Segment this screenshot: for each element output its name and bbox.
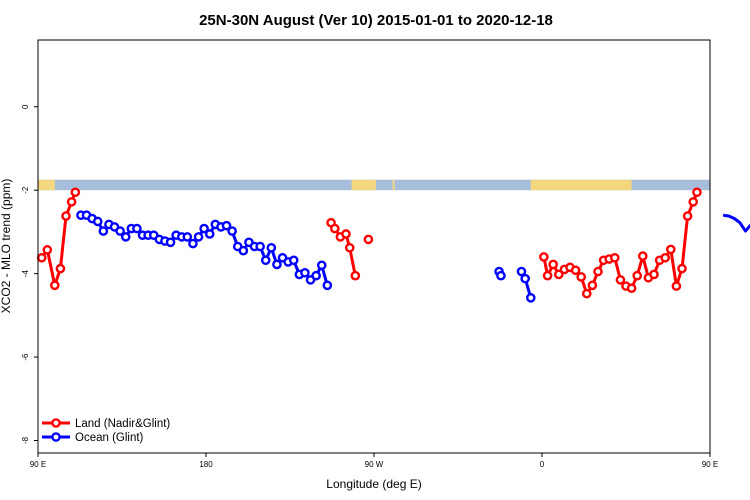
data-point [221, 220, 232, 231]
data-point [350, 270, 361, 281]
data-point [626, 283, 637, 294]
data-point [61, 211, 71, 221]
data-point [120, 232, 131, 242]
land-segment-3 [530, 179, 632, 191]
data-point [548, 259, 559, 270]
x-axis: 90 E 180 90 W 0 90 E [30, 453, 718, 469]
data-point [496, 270, 506, 281]
data-point [341, 229, 351, 239]
x-axis-label: Longitude (deg E) [326, 477, 421, 491]
x-tick-label: 180 [199, 460, 213, 469]
data-point [671, 281, 682, 291]
data-point [50, 280, 60, 291]
data-point [55, 263, 66, 274]
legend-marker [51, 418, 61, 428]
data-point [260, 255, 271, 266]
series-ocean [76, 210, 750, 303]
x-tick-label: 90 E [30, 460, 46, 469]
data-point [539, 252, 549, 262]
data-point [688, 197, 699, 207]
data-point [227, 226, 237, 236]
y-tick-label: -8 [21, 436, 30, 444]
data-point [132, 223, 142, 234]
data-point [266, 242, 277, 253]
data-point [615, 275, 626, 285]
data-point [311, 270, 321, 281]
x-tick-label: 90 E [702, 460, 718, 469]
data-point [115, 226, 125, 236]
data-point [42, 245, 53, 255]
data-point [193, 232, 204, 242]
legend: Land (Nadir&Glint) Ocean (Glint) [42, 418, 170, 444]
data-point [554, 269, 564, 280]
data-point [36, 252, 47, 263]
data-point [542, 270, 553, 281]
y-tick-label: -6 [21, 353, 30, 361]
y-tick-label: 0 [21, 104, 30, 109]
data-point [238, 245, 249, 256]
data-point [188, 238, 198, 249]
plot-area-frame [37, 39, 711, 454]
data-point [516, 266, 527, 277]
data-point [660, 252, 671, 263]
data-point [576, 272, 587, 282]
data-point [66, 197, 77, 207]
y-axis: 0 -2 -4 -6 -8 [21, 104, 38, 444]
data-point [329, 223, 340, 234]
chart-title: 25N-30N August (Ver 10) 2015-01-01 to 20… [199, 12, 553, 29]
data-point [593, 266, 603, 277]
x-tick-label: 90 W [365, 460, 384, 469]
data-point [300, 267, 310, 278]
data-point [610, 252, 620, 263]
series-layer [36, 187, 750, 303]
y-tick-label: -2 [21, 186, 30, 194]
data-point [692, 187, 702, 198]
data-point [316, 260, 327, 271]
data-point [682, 211, 693, 221]
data-point [638, 251, 648, 261]
data-point [570, 265, 581, 276]
land-segment-1 [351, 179, 376, 191]
data-point [632, 270, 643, 281]
y-axis-label: XCO2 - MLO trend (ppm) [0, 179, 13, 314]
data-point [677, 263, 687, 274]
data-point [363, 234, 374, 245]
series-land [36, 187, 702, 299]
land-segment-0 [38, 179, 55, 191]
data-point [182, 232, 193, 242]
data-point [666, 244, 676, 255]
land-segment-2 [392, 179, 395, 191]
data-point [587, 280, 598, 291]
data-point [204, 229, 215, 239]
data-point [92, 216, 103, 227]
data-point [288, 255, 299, 266]
data-point [582, 288, 592, 299]
data-point [526, 293, 536, 303]
legend-label: Ocean (Glint) [75, 432, 144, 444]
data-point [255, 241, 265, 252]
data-point [165, 237, 176, 248]
data-point [70, 187, 81, 198]
legend-marker [51, 432, 61, 442]
data-point [199, 223, 209, 234]
data-point [98, 226, 109, 236]
data-point [344, 242, 355, 253]
legend-label: Land (Nadir&Glint) [75, 418, 170, 430]
y-tick-label: -4 [21, 270, 30, 278]
data-point [649, 269, 659, 280]
series-line-1-3 [722, 213, 750, 233]
land-ocean-mask [38, 179, 710, 191]
data-point [520, 273, 531, 284]
x-tick-label: 0 [540, 460, 545, 469]
data-point [322, 280, 333, 291]
data-point [272, 259, 282, 270]
